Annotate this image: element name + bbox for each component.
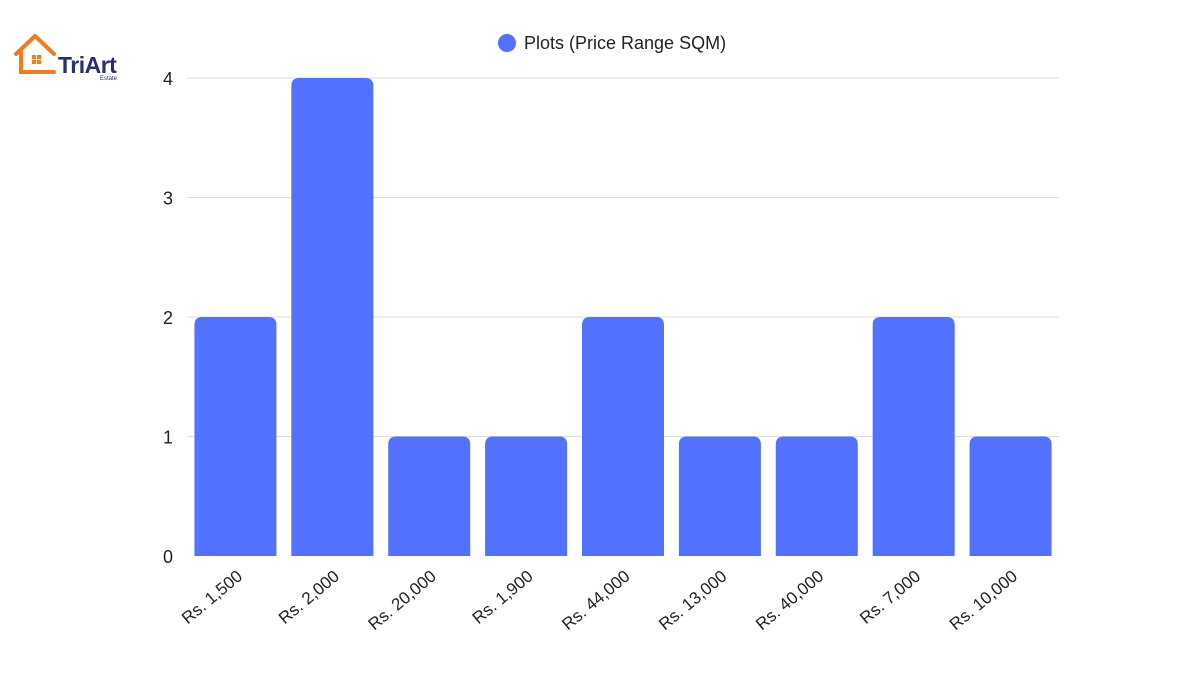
bar	[872, 317, 955, 556]
x-tick-label: Rs. 7,000	[856, 567, 924, 628]
y-tick-label: 1	[163, 428, 173, 448]
bar	[291, 78, 374, 556]
y-tick-label: 2	[163, 308, 173, 328]
x-tick-label: Rs. 44,000	[558, 567, 633, 634]
house-icon	[14, 34, 56, 74]
y-tick-label: 4	[163, 69, 173, 89]
bar	[582, 317, 664, 556]
x-tick-label: Rs. 2,000	[275, 567, 343, 628]
bar	[194, 317, 277, 556]
x-tick-label: Rs. 1,900	[469, 567, 537, 628]
bar	[969, 436, 1052, 556]
x-tick-label: Rs. 10,000	[946, 567, 1021, 634]
y-tick-label: 3	[163, 189, 173, 209]
legend-marker	[498, 34, 516, 52]
brand-tagline: Estate	[100, 76, 118, 82]
brand-logo: TriArt Estate	[12, 28, 132, 88]
x-tick-label: Rs. 1,500	[178, 567, 246, 628]
bar	[678, 436, 761, 556]
x-tick-label: Rs. 13,000	[655, 567, 730, 634]
legend-label: Plots (Price Range SQM)	[524, 33, 726, 53]
brand-name: TriArt	[58, 52, 117, 78]
bar	[775, 436, 858, 556]
x-tick-label: Rs. 20,000	[365, 567, 440, 634]
y-tick-label: 0	[163, 547, 173, 567]
x-tick-label: Rs. 40,000	[752, 567, 827, 634]
bar	[388, 436, 471, 556]
bar	[485, 436, 568, 556]
